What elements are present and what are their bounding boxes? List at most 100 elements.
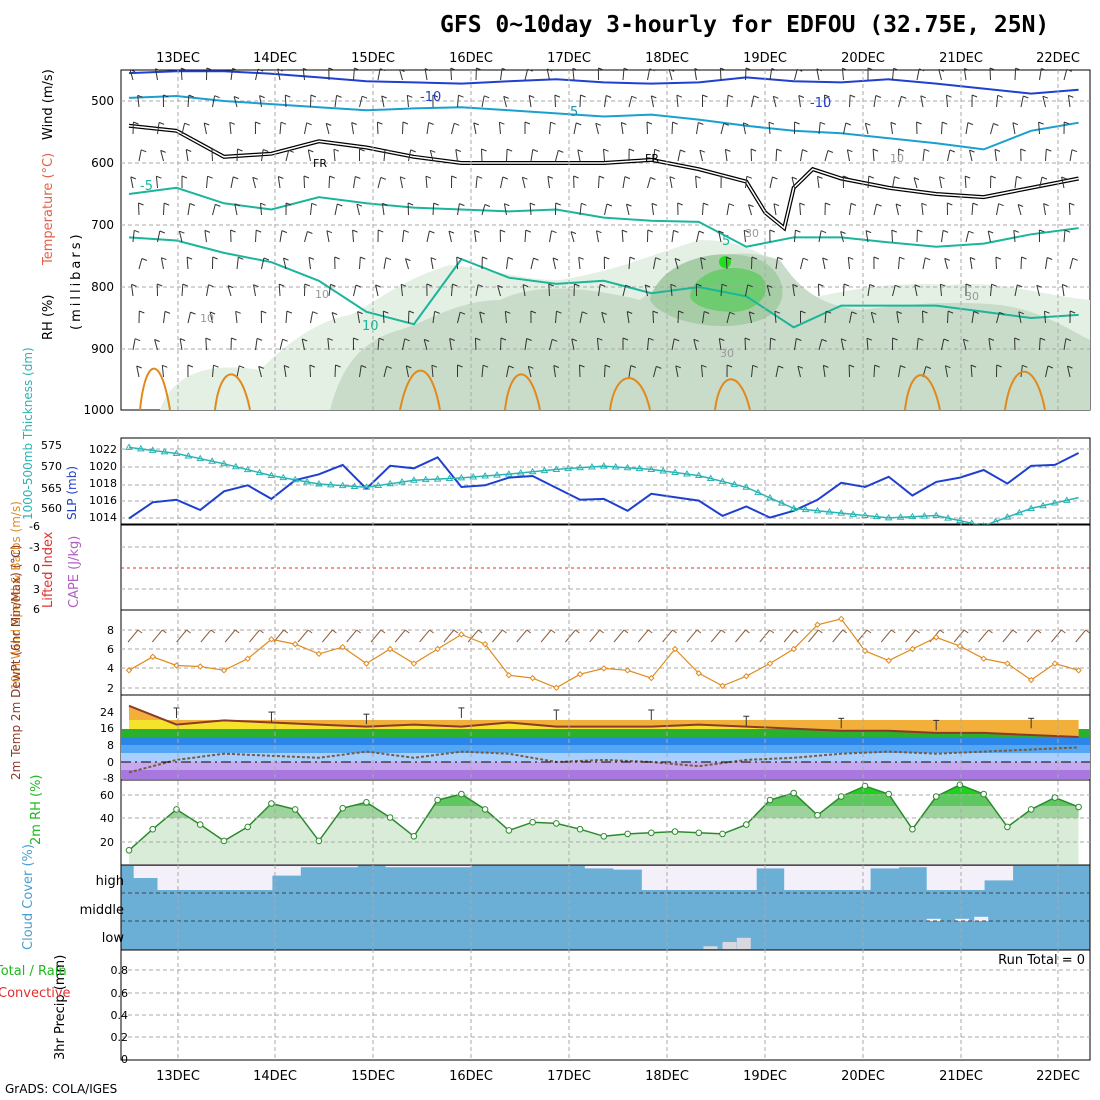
temp-line	[128, 704, 1079, 738]
rh-point	[956, 781, 964, 789]
wind-barb	[744, 337, 746, 351]
wind-barb	[549, 122, 552, 135]
wind-barb-flag	[529, 202, 536, 206]
wind-barb-flag	[502, 176, 508, 180]
wind-barb	[745, 284, 749, 297]
wind-barb	[996, 312, 1000, 324]
wind-speed-point	[1027, 676, 1035, 684]
wind-barb	[944, 258, 948, 270]
wind-barb	[891, 230, 893, 243]
slp-axis-title: SLP (mb)	[65, 466, 79, 520]
rh-point	[505, 827, 513, 834]
wind-barb-flag	[900, 365, 906, 369]
wind-barb-flag	[700, 257, 706, 261]
wind-barb	[822, 257, 826, 270]
wind-barb-flag	[674, 338, 680, 342]
bottom-tick-label: 17DEC	[547, 1069, 591, 1084]
wind-barb-flag	[965, 175, 971, 179]
wind-barb-flag	[894, 176, 900, 180]
wind-barb	[726, 203, 730, 216]
wind-barb-flag	[845, 122, 851, 126]
wind-barb	[137, 95, 140, 108]
wind-barb	[450, 68, 452, 81]
wind-barb	[847, 257, 850, 270]
wind-barb-flag	[729, 311, 735, 315]
wind-barb	[817, 284, 820, 297]
wind-speed-point	[814, 621, 821, 628]
wind-barb	[621, 230, 624, 243]
wind-barb	[475, 176, 478, 189]
contour-label: -10	[420, 90, 441, 105]
wind-barb-flag	[528, 365, 534, 369]
wind-barb	[160, 150, 164, 162]
wind-barb-flag	[800, 310, 806, 314]
rh-point	[339, 804, 347, 812]
wind-barb-flag	[1061, 176, 1067, 180]
wind-barb-flag	[131, 283, 137, 287]
wind-barb	[671, 230, 674, 243]
wind-barb-flag	[505, 310, 511, 314]
y-tick-label: 800	[91, 280, 114, 294]
wind-barb	[522, 284, 526, 297]
wind-barb	[255, 338, 258, 351]
wind-barb-flag	[769, 229, 775, 233]
wind-barb	[497, 285, 501, 297]
surface-wind-barb-flag	[963, 629, 969, 634]
freezing-line-inner	[128, 125, 1079, 230]
rh-point	[125, 847, 133, 854]
wind-barb-flag	[129, 69, 136, 73]
wind-barb-flag	[825, 310, 832, 314]
wind-speed-point	[529, 674, 536, 682]
surface-wind-barb-flag	[672, 629, 677, 634]
thickness-marker	[350, 482, 359, 489]
surface-wind-barb	[808, 629, 819, 643]
surface-wind-barb	[249, 629, 260, 643]
wind-barb-flag	[866, 337, 873, 341]
wind-barb	[1012, 122, 1016, 135]
y-tick-label: 0	[121, 1053, 128, 1066]
surface-wind-barb	[540, 629, 552, 643]
wind-barb-flag	[601, 311, 607, 315]
thickness-marker	[694, 471, 703, 479]
wind-barb-flag	[456, 256, 462, 260]
rh-point	[244, 823, 251, 831]
wind-barb-flag	[334, 256, 340, 260]
wind-barb	[1039, 176, 1043, 189]
wind-barb-flag	[186, 149, 192, 152]
wind-barb-flag	[214, 95, 220, 99]
wind-barb-flag	[577, 149, 583, 153]
thickness-marker	[813, 506, 822, 514]
wind-barb-flag	[698, 230, 705, 234]
wind-barb-flag	[459, 203, 465, 207]
wind-barb	[402, 230, 405, 243]
thickness-marker	[1015, 508, 1024, 516]
wind-barb	[1045, 365, 1049, 378]
wind-barb	[283, 257, 287, 270]
wind-barb	[179, 338, 183, 351]
wind-barb-flag	[556, 310, 562, 314]
surface-wind-barb	[176, 629, 187, 643]
wind-barb	[381, 203, 385, 216]
thickness-marker	[754, 488, 763, 496]
wind-barb	[352, 230, 354, 243]
wind-barb-flag	[798, 95, 804, 98]
surface-wind-barb	[565, 629, 576, 643]
wind-barb-flag	[408, 310, 415, 314]
wind-barb	[647, 68, 651, 81]
wind-barb-flag	[550, 121, 556, 125]
wind-barb-flag	[355, 176, 361, 179]
high-cloud-bar	[641, 866, 672, 890]
wind-barb	[308, 257, 311, 270]
wind-barb	[325, 123, 330, 135]
wind-barb	[867, 284, 871, 297]
wind-barb	[724, 149, 728, 162]
wind-barb	[867, 176, 870, 189]
surface-wind-barb-flag	[477, 629, 483, 634]
surface-wind-barb	[856, 629, 868, 643]
wind-barb-flag	[235, 310, 241, 314]
wind-barb	[554, 95, 556, 108]
wind-barb-flag	[381, 95, 387, 99]
wind-barb	[651, 203, 654, 216]
wind-barb	[849, 203, 852, 216]
wind-barb	[481, 148, 483, 162]
